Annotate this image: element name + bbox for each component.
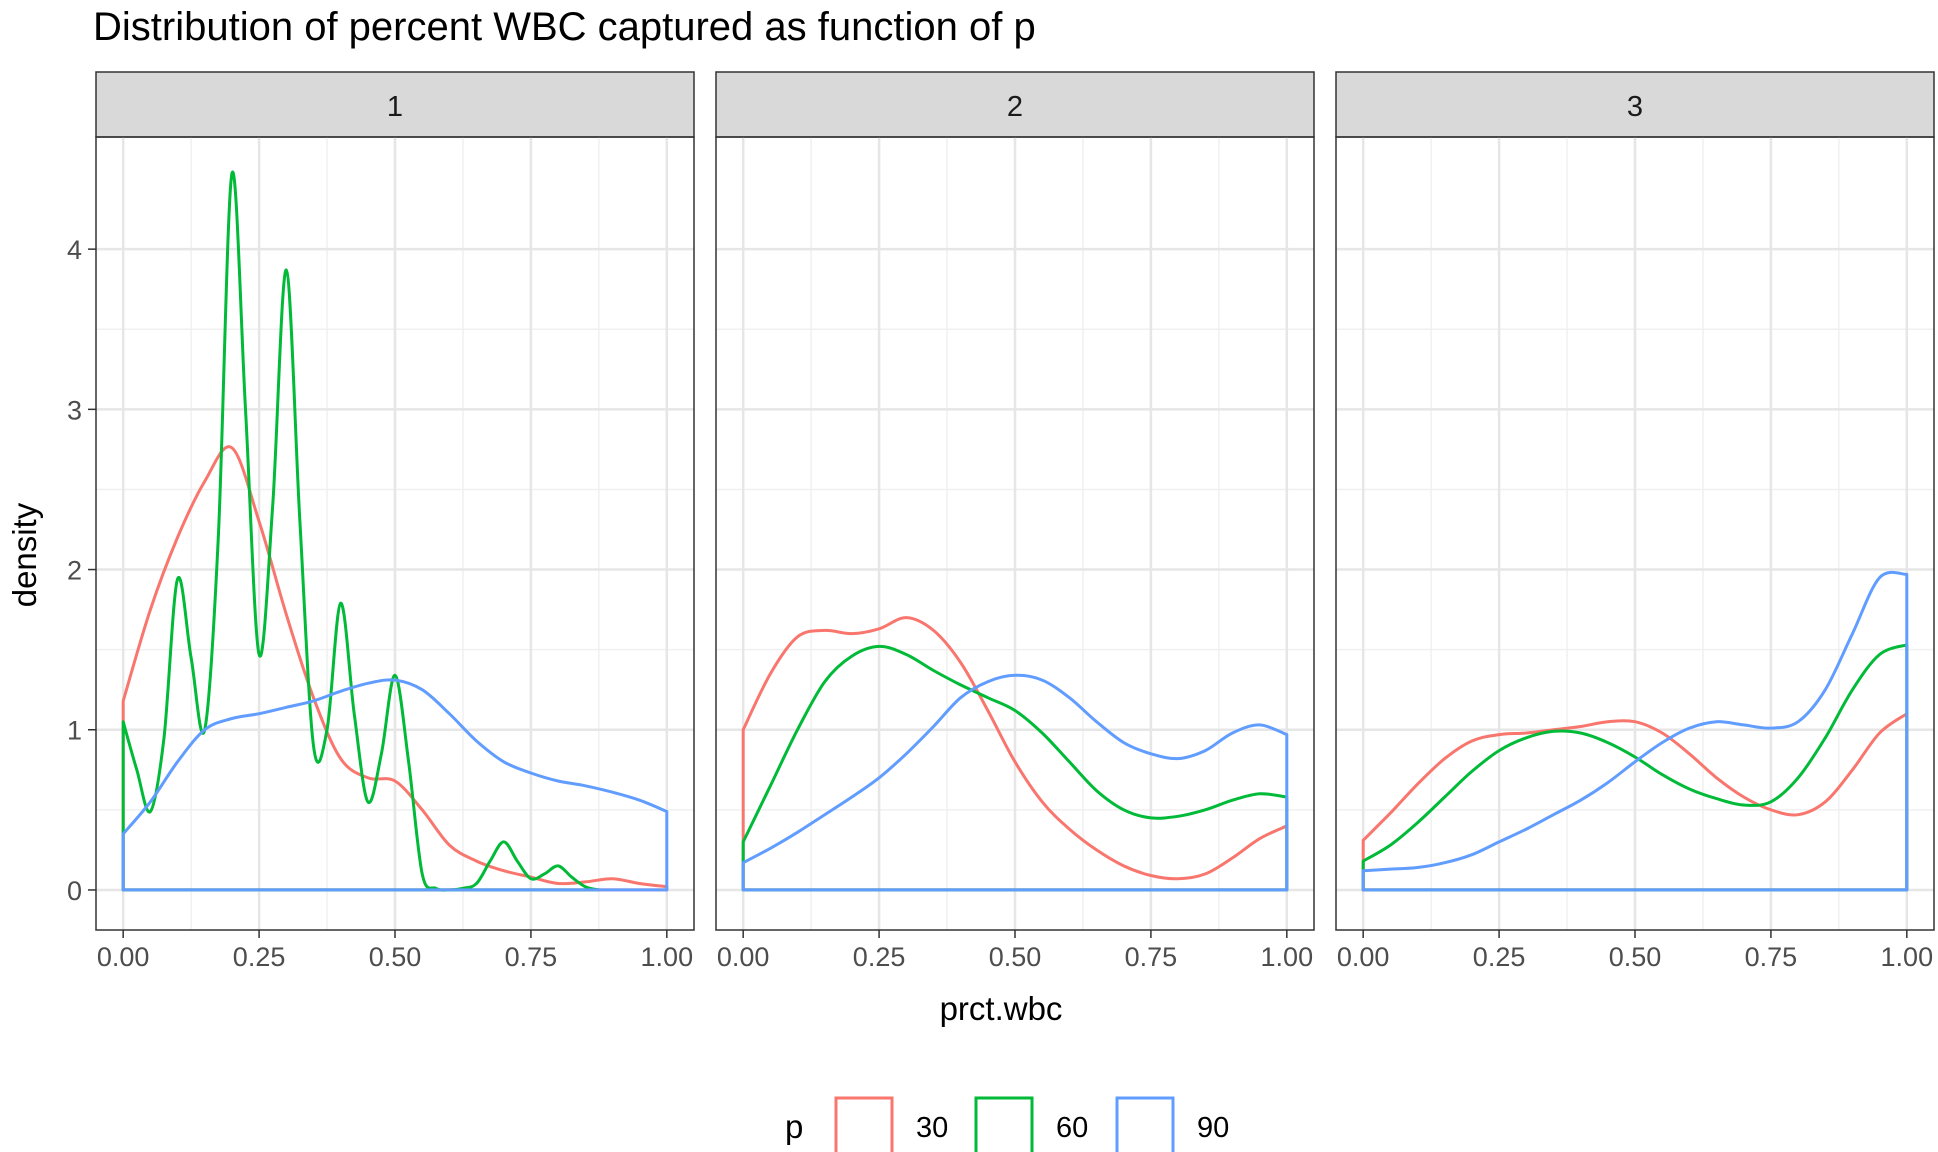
x-tick-label: 0.25 [853,942,906,972]
x-tick-label: 1.00 [641,942,694,972]
series-line-30 [1361,712,1909,892]
facet-strip [715,71,1315,138]
x-axis-title: prct.wbc [940,990,1063,1027]
series-line-90 [121,678,669,892]
facet-panel-1: 1 0.00 0.25 0.50 0.75 1.00 0 1 2 3 4 [67,71,695,972]
legend-title: p [785,1108,803,1145]
x-tick-label: 1.00 [1881,942,1934,972]
legend-swatch [974,1096,1034,1152]
x-tick-label: 0.50 [989,942,1042,972]
x-tick-label: 0.25 [233,942,286,972]
facet-panel-3: 3 0.00 0.25 0.50 0.75 1.00 [1335,71,1935,972]
series-line-60 [1361,643,1909,892]
legend-swatch [834,1096,894,1152]
legend-label: 30 [916,1112,948,1144]
series-line-60 [741,644,1289,892]
gridlines [716,137,1314,930]
x-tick-label: 0.25 [1473,942,1526,972]
legend-label: 60 [1056,1112,1088,1144]
x-tick-label: 0.00 [717,942,770,972]
y-tick-label: 2 [67,556,82,586]
facet-panel-2: 2 0.00 0.25 0.50 0.75 1.00 [715,71,1315,972]
x-tick-label: 1.00 [1261,942,1314,972]
x-tick-label: 0.50 [369,942,422,972]
y-tick-label: 3 [67,395,82,425]
legend-key-30: 30 [834,1096,948,1152]
x-tick-label: 0.00 [97,942,150,972]
facet-strip-label: 3 [1627,91,1643,123]
series-line-90 [1361,570,1909,892]
y-tick-label: 0 [67,876,82,906]
x-tick-label: 0.00 [1337,942,1390,972]
facet-strip [95,71,695,138]
legend: p 30 60 90 [785,1096,1229,1152]
x-tick-label: 0.50 [1609,942,1662,972]
legend-key-90: 90 [1115,1096,1229,1152]
facet-panels: 1 0.00 0.25 0.50 0.75 1.00 0 1 2 3 4 2 0.00 0.25 0.50 0… [67,71,1935,972]
facet-strip [1335,71,1935,138]
chart-title: Distribution of percent WBC captured as … [93,5,1036,49]
legend-swatch [1115,1096,1175,1152]
gridlines [96,137,694,930]
legend-key-60: 60 [974,1096,1088,1152]
x-tick-label: 0.75 [1125,942,1178,972]
x-tick-label: 0.75 [1745,942,1798,972]
x-tick-label: 0.75 [505,942,558,972]
series-line-90 [741,673,1289,892]
legend-label: 90 [1197,1112,1229,1144]
facet-strip-label: 2 [1007,91,1023,123]
y-axis-title: density [6,502,43,607]
facet-strip-label: 1 [387,91,403,123]
y-tick-label: 4 [67,235,82,265]
series-line-30 [741,616,1289,892]
y-tick-label: 1 [67,716,82,746]
